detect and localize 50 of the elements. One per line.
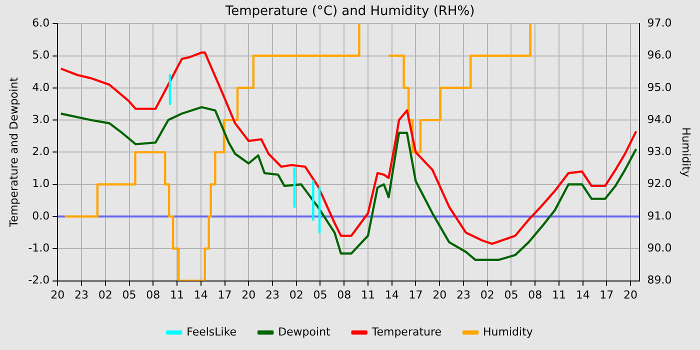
- y2-tick-label: 97.0: [647, 16, 672, 30]
- x-tick-label: 23: [74, 288, 89, 302]
- x-tick-label: 08: [146, 288, 160, 302]
- x-tick-label: 02: [98, 288, 112, 302]
- x-tick-label: 08: [528, 288, 542, 302]
- x-tick-label: 02: [480, 288, 494, 302]
- x-tick-label: 20: [242, 288, 256, 302]
- x-tick-label: 20: [432, 288, 447, 302]
- legend-label: Dewpoint: [278, 325, 332, 338]
- y2-axis-title: Humidity: [680, 127, 693, 178]
- x-tick-label: 14: [384, 288, 399, 302]
- x-tick-label: 05: [504, 288, 518, 302]
- x-tick-label: 02: [289, 288, 304, 302]
- y2-tick-label: 93.0: [647, 145, 672, 158]
- x-tick-label: 08: [337, 288, 352, 302]
- y-tick-label: 1.0: [32, 177, 50, 190]
- y-tick-label: 0.0: [32, 209, 50, 222]
- legend-label: FeelsLike: [186, 325, 237, 338]
- y-tick-label: -1.0: [28, 242, 50, 255]
- y2-tick-label: 89.0: [647, 274, 672, 287]
- y-tick-label: 4.0: [32, 80, 50, 94]
- x-tick-label: 14: [576, 288, 590, 302]
- x-tick-label: 20: [50, 288, 65, 302]
- chart-title: Temperature (°C) and Humidity (RH%): [224, 4, 475, 20]
- y-tick-label: 6.0: [32, 16, 50, 30]
- x-tick-label: 11: [360, 288, 375, 302]
- x-tick-label: 23: [266, 288, 280, 302]
- y2-tick-label: 92.0: [647, 177, 672, 190]
- x-tick-label: 20: [624, 288, 638, 302]
- y2-tick-label: 90.0: [647, 242, 672, 255]
- legend-label: Temperature: [370, 325, 442, 338]
- y2-tick-label: 91.0: [647, 209, 672, 222]
- y-tick-label: 2.0: [32, 145, 50, 158]
- x-tick-label: 17: [408, 288, 423, 302]
- legend-label: Humidity: [483, 325, 534, 338]
- x-tick-label: 23: [456, 288, 470, 302]
- y-tick-label: 5.0: [32, 48, 50, 62]
- x-tick-label: 05: [122, 288, 136, 302]
- y-tick-label: 3.0: [32, 112, 50, 126]
- y2-tick-label: 95.0: [647, 80, 672, 94]
- y-tick-label: -2.0: [28, 274, 50, 287]
- x-tick-label: 17: [218, 288, 232, 302]
- x-tick-label: 14: [194, 288, 208, 302]
- y-axis-title: Temperature and Dewpoint: [7, 76, 20, 228]
- x-tick-label: 11: [552, 288, 566, 302]
- y2-tick-label: 94.0: [647, 112, 672, 126]
- x-tick-label: 11: [170, 288, 184, 302]
- x-tick-label: 05: [313, 288, 328, 302]
- x-tick-label: 17: [600, 288, 614, 302]
- y2-tick-label: 96.0: [647, 48, 672, 62]
